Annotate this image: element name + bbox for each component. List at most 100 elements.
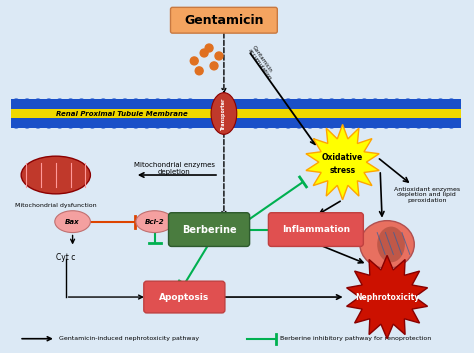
Circle shape [131,99,140,108]
Text: Mitochondrial enzymes
depletion: Mitochondrial enzymes depletion [134,162,215,175]
Circle shape [164,99,173,108]
Circle shape [262,99,271,108]
Circle shape [338,119,347,128]
Ellipse shape [21,156,91,194]
Text: Berberine inhibitory pathway for renoprotection: Berberine inhibitory pathway for renopro… [280,336,431,341]
Circle shape [403,119,412,128]
Circle shape [175,99,184,108]
Circle shape [327,99,336,108]
Circle shape [316,99,325,108]
Circle shape [88,99,97,108]
Circle shape [131,119,140,128]
Circle shape [66,119,75,128]
Circle shape [88,119,97,128]
Circle shape [120,119,129,128]
Circle shape [447,99,456,108]
Text: Transporter: Transporter [221,97,227,130]
Circle shape [371,99,380,108]
Circle shape [200,49,208,57]
Circle shape [425,99,434,108]
Circle shape [295,99,303,108]
Circle shape [23,99,32,108]
FancyBboxPatch shape [144,281,225,313]
Circle shape [262,119,271,128]
Text: Antioxidant enzymes
depletion and lipid
peroxidation: Antioxidant enzymes depletion and lipid … [393,186,460,203]
Circle shape [175,119,184,128]
Ellipse shape [377,227,405,262]
Circle shape [414,99,423,108]
Polygon shape [346,255,428,339]
Circle shape [349,119,358,128]
Text: Gentamicin-induced nephrotoxicity pathway: Gentamicin-induced nephrotoxicity pathwa… [59,336,199,341]
Text: Oxidative: Oxidative [322,152,363,162]
Circle shape [34,99,43,108]
Ellipse shape [55,211,91,233]
Text: Inflammation: Inflammation [282,225,350,234]
Circle shape [220,218,228,226]
Circle shape [306,99,314,108]
Circle shape [23,119,32,128]
Circle shape [436,119,445,128]
Circle shape [12,119,21,128]
Bar [11,98,461,108]
Circle shape [284,119,292,128]
Circle shape [230,226,238,234]
Circle shape [142,99,151,108]
Text: Gentamicin: Gentamicin [184,14,264,27]
FancyBboxPatch shape [171,7,277,33]
Circle shape [273,119,282,128]
Circle shape [392,119,401,128]
Circle shape [55,99,64,108]
Text: Mitochondrial dysfunction: Mitochondrial dysfunction [15,203,97,208]
Circle shape [77,119,86,128]
Circle shape [12,99,21,108]
Circle shape [55,119,64,128]
Circle shape [120,99,129,108]
Text: Bax: Bax [65,219,80,225]
Circle shape [66,99,75,108]
Circle shape [215,234,223,241]
Circle shape [164,119,173,128]
Circle shape [316,119,325,128]
Circle shape [306,119,314,128]
Polygon shape [306,124,379,200]
Circle shape [295,119,303,128]
Text: Cyt c: Cyt c [56,253,75,262]
Circle shape [425,119,434,128]
FancyBboxPatch shape [169,213,250,246]
Circle shape [273,99,282,108]
Circle shape [77,99,86,108]
Circle shape [360,99,369,108]
Text: Nephrotoxicity: Nephrotoxicity [355,293,419,301]
Circle shape [186,99,195,108]
Bar [11,108,461,119]
Circle shape [447,119,456,128]
Circle shape [210,62,218,70]
Ellipse shape [136,211,173,233]
Circle shape [382,119,391,128]
Circle shape [99,99,108,108]
Circle shape [45,99,53,108]
Circle shape [205,44,213,52]
Circle shape [109,119,118,128]
Circle shape [186,119,195,128]
Circle shape [403,99,412,108]
Circle shape [215,52,223,60]
Circle shape [153,99,162,108]
Circle shape [349,99,358,108]
Circle shape [436,99,445,108]
Circle shape [382,99,391,108]
Circle shape [195,67,203,75]
Ellipse shape [211,93,237,134]
Circle shape [251,99,260,108]
Text: Berberine: Berberine [182,225,237,235]
FancyBboxPatch shape [268,213,364,246]
Text: Bcl-2: Bcl-2 [145,219,164,225]
Circle shape [142,119,151,128]
Circle shape [338,99,347,108]
Circle shape [153,119,162,128]
Circle shape [251,119,260,128]
Circle shape [371,119,380,128]
Circle shape [99,119,108,128]
Circle shape [190,57,198,65]
